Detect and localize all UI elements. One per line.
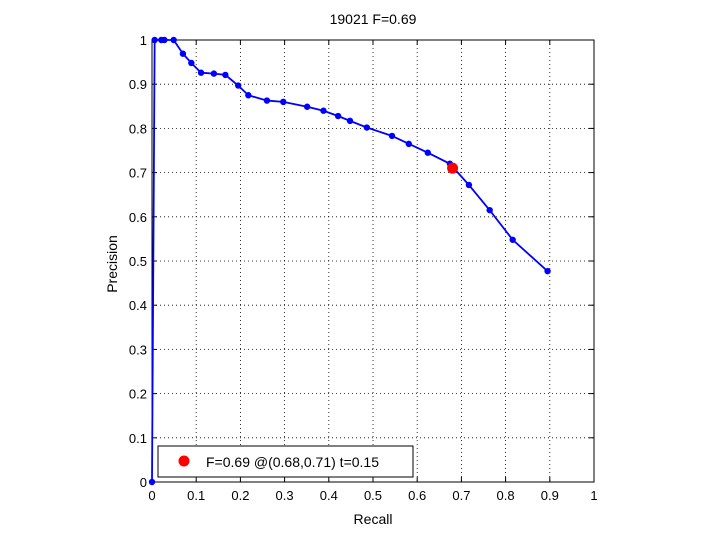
x-tick-label: 0.6 <box>408 488 426 503</box>
x-tick-label: 0.7 <box>452 488 470 503</box>
x-tick-label: 0.5 <box>364 488 382 503</box>
x-axis-label: Recall <box>354 511 393 527</box>
series-point <box>151 36 158 44</box>
series-point <box>424 149 432 156</box>
y-tick-label: 0.3 <box>129 342 147 357</box>
series-point <box>363 124 371 131</box>
x-tick-labels: 0 0.1 0.2 0.3 0.4 0.5 0.6 0.7 0.8 0.9 1 <box>148 488 597 503</box>
best-f-point <box>447 162 459 174</box>
x-tick-label: 0.8 <box>497 488 515 503</box>
x-tick-label: 0.4 <box>320 488 338 503</box>
x-tick-label: 0 <box>148 488 155 503</box>
series-point <box>388 132 396 140</box>
x-tick-label: 0.1 <box>187 488 205 503</box>
series-point <box>188 59 195 67</box>
series-point <box>465 181 473 189</box>
series-point <box>486 206 493 214</box>
series-point <box>179 50 187 57</box>
series-point <box>346 117 354 125</box>
series-point <box>234 82 242 89</box>
legend-marker <box>178 455 190 467</box>
series-point <box>148 478 156 486</box>
series-point <box>197 69 205 76</box>
y-tick-label: 0.5 <box>129 254 147 269</box>
y-tick-label: 0.8 <box>129 121 147 136</box>
y-tick-label: 0.4 <box>129 298 147 313</box>
y-axis-label: Precision <box>104 235 120 293</box>
series-point <box>334 112 342 120</box>
y-tick-label: 0.9 <box>129 77 147 92</box>
series-point <box>320 107 327 114</box>
x-tick-label: 0.2 <box>231 488 249 503</box>
series-point <box>509 236 516 243</box>
legend-box <box>157 445 414 478</box>
series-point <box>245 92 252 99</box>
series-point <box>170 36 177 44</box>
x-tick-label: 1 <box>590 488 597 503</box>
series-point <box>222 71 229 79</box>
series-point <box>263 97 271 104</box>
grid-lines <box>152 40 594 482</box>
series-point <box>303 103 311 110</box>
series-point <box>158 36 165 44</box>
x-tick-label: 0.9 <box>541 488 559 503</box>
y-tick-label: 0.7 <box>129 166 147 181</box>
series-point <box>210 70 218 77</box>
series-point <box>280 98 287 106</box>
y-tick-label: 0 <box>140 475 147 490</box>
series-point <box>544 267 551 275</box>
y-tick-label: 0.2 <box>129 387 147 402</box>
y-tick-labels: 0 0.1 0.2 0.3 0.4 0.5 0.6 0.7 0.8 0.9 1 <box>129 33 147 490</box>
series-group <box>148 36 551 486</box>
highlight-group <box>447 162 459 174</box>
chart-title: 19021 F=0.69 <box>330 11 417 27</box>
legend-label: F=0.69 @(0.68,0.71) t=0.15 <box>206 454 379 470</box>
y-tick-label: 0.1 <box>129 431 147 446</box>
y-tick-label: 1 <box>140 33 147 48</box>
y-tick-label: 0.6 <box>129 210 147 225</box>
legend: F=0.69 @(0.68,0.71) t=0.15 <box>157 445 414 478</box>
x-tick-label: 0.3 <box>276 488 294 503</box>
series-point <box>405 140 413 148</box>
